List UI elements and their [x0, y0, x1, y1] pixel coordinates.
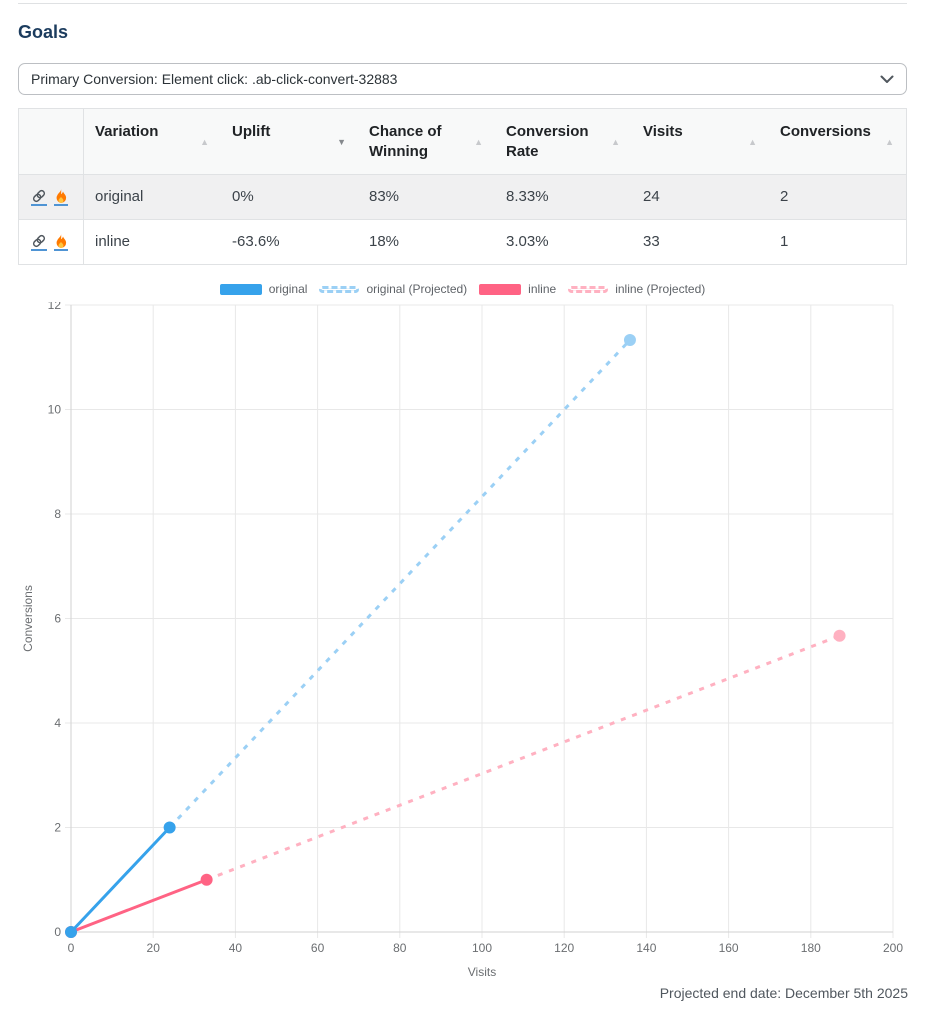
legend-item-original[interactable]: original [219, 282, 308, 296]
column-header-conversions[interactable]: Conversions ▲ [769, 109, 906, 174]
link-icon[interactable] [31, 233, 47, 251]
legend-swatch [319, 285, 360, 293]
legend-item-inline-projected-[interactable]: inline (Projected) [568, 282, 705, 296]
projected-end-date: Projected end date: December 5th 2025 [659, 985, 908, 1001]
column-header-uplift[interactable]: Uplift ▼ [221, 109, 358, 174]
goal-select-wrap: Primary Conversion: Element click: .ab-c… [18, 63, 907, 95]
svg-text:10: 10 [48, 403, 62, 417]
table-header-icon-cell [19, 109, 84, 174]
sort-icon: ▲ [474, 136, 483, 147]
cell-chance-of-winning: 83% [369, 188, 400, 205]
column-header-chance-of-winning[interactable]: Chance of Winning ▲ [358, 109, 495, 174]
svg-text:Visits: Visits [468, 965, 496, 978]
top-divider [18, 3, 907, 4]
flame-icon[interactable] [54, 188, 68, 206]
svg-text:0: 0 [68, 941, 75, 955]
legend-label: inline (Projected) [615, 282, 706, 296]
link-icon[interactable] [31, 188, 47, 206]
cell-conversion-rate: 3.03% [506, 233, 549, 250]
goal-select[interactable]: Primary Conversion: Element click: .ab-c… [18, 63, 907, 95]
conversions-chart: 0 20 40 60 80 100 120 140 160 180 200 0 2 4 6 8 10 12 Visi… [21, 302, 903, 978]
legend-label: original (Projected) [366, 282, 468, 296]
legend-swatch [219, 283, 262, 295]
svg-text:2: 2 [54, 821, 61, 835]
cell-variation: inline [95, 233, 131, 250]
svg-text:20: 20 [147, 941, 161, 955]
svg-text:0: 0 [54, 925, 61, 939]
legend-label: original [268, 282, 308, 296]
column-label: Chance of Winning [369, 123, 442, 160]
svg-text:200: 200 [883, 941, 903, 955]
row-actions [19, 220, 84, 264]
column-label: Variation [95, 123, 159, 140]
svg-text:8: 8 [54, 507, 61, 521]
chart-legend: original original (Projected) inline inline… [18, 281, 907, 297]
svg-text:4: 4 [54, 716, 61, 730]
cell-visits: 24 [643, 188, 660, 205]
flame-icon[interactable] [54, 233, 68, 251]
legend-swatch [568, 285, 609, 293]
svg-text:6: 6 [54, 612, 61, 626]
svg-text:120: 120 [554, 941, 574, 955]
svg-text:140: 140 [636, 941, 656, 955]
legend-item-original-projected-[interactable]: original (Projected) [319, 282, 467, 296]
cell-uplift: 0% [232, 188, 254, 205]
page-title: Goals [18, 22, 69, 42]
svg-text:12: 12 [48, 302, 62, 312]
table-row-inline: inline -63.6% 18% 3.03% 33 1 [19, 219, 906, 264]
cell-chance-of-winning: 18% [369, 233, 400, 250]
sort-icon: ▲ [611, 136, 620, 147]
cell-conversion-rate: 8.33% [506, 188, 549, 205]
column-header-variation[interactable]: Variation ▲ [84, 109, 221, 174]
cell-visits: 33 [643, 233, 660, 250]
column-header-visits[interactable]: Visits ▲ [632, 109, 769, 174]
svg-text:40: 40 [229, 941, 243, 955]
svg-text:60: 60 [311, 941, 325, 955]
sort-icon: ▲ [200, 136, 209, 147]
cell-conversions: 2 [780, 188, 789, 205]
legend-label: inline [528, 282, 557, 296]
table-header-row: Variation ▲ Uplift ▼ Chance of Winning ▲… [19, 109, 906, 174]
results-table: Variation ▲ Uplift ▼ Chance of Winning ▲… [18, 108, 907, 265]
sort-icon: ▲ [748, 136, 757, 147]
sort-icon: ▼ [337, 136, 346, 147]
legend-item-inline[interactable]: inline [479, 282, 556, 296]
cell-uplift: -63.6% [232, 233, 280, 250]
row-actions [19, 175, 84, 219]
svg-text:80: 80 [393, 941, 407, 955]
svg-text:160: 160 [719, 941, 739, 955]
svg-text:Conversions: Conversions [21, 585, 35, 652]
cell-variation: original [95, 188, 144, 205]
legend-swatch [479, 283, 522, 295]
sort-icon: ▲ [885, 136, 894, 147]
svg-text:100: 100 [472, 941, 492, 955]
column-label: Uplift [232, 123, 271, 140]
svg-text:180: 180 [801, 941, 821, 955]
column-label: Conversion Rate [506, 123, 589, 160]
cell-conversions: 1 [780, 233, 789, 250]
column-label: Conversions [780, 123, 871, 140]
column-header-conversion-rate[interactable]: Conversion Rate ▲ [495, 109, 632, 174]
column-label: Visits [643, 123, 683, 140]
table-row-original: original 0% 83% 8.33% 24 2 [19, 174, 906, 219]
